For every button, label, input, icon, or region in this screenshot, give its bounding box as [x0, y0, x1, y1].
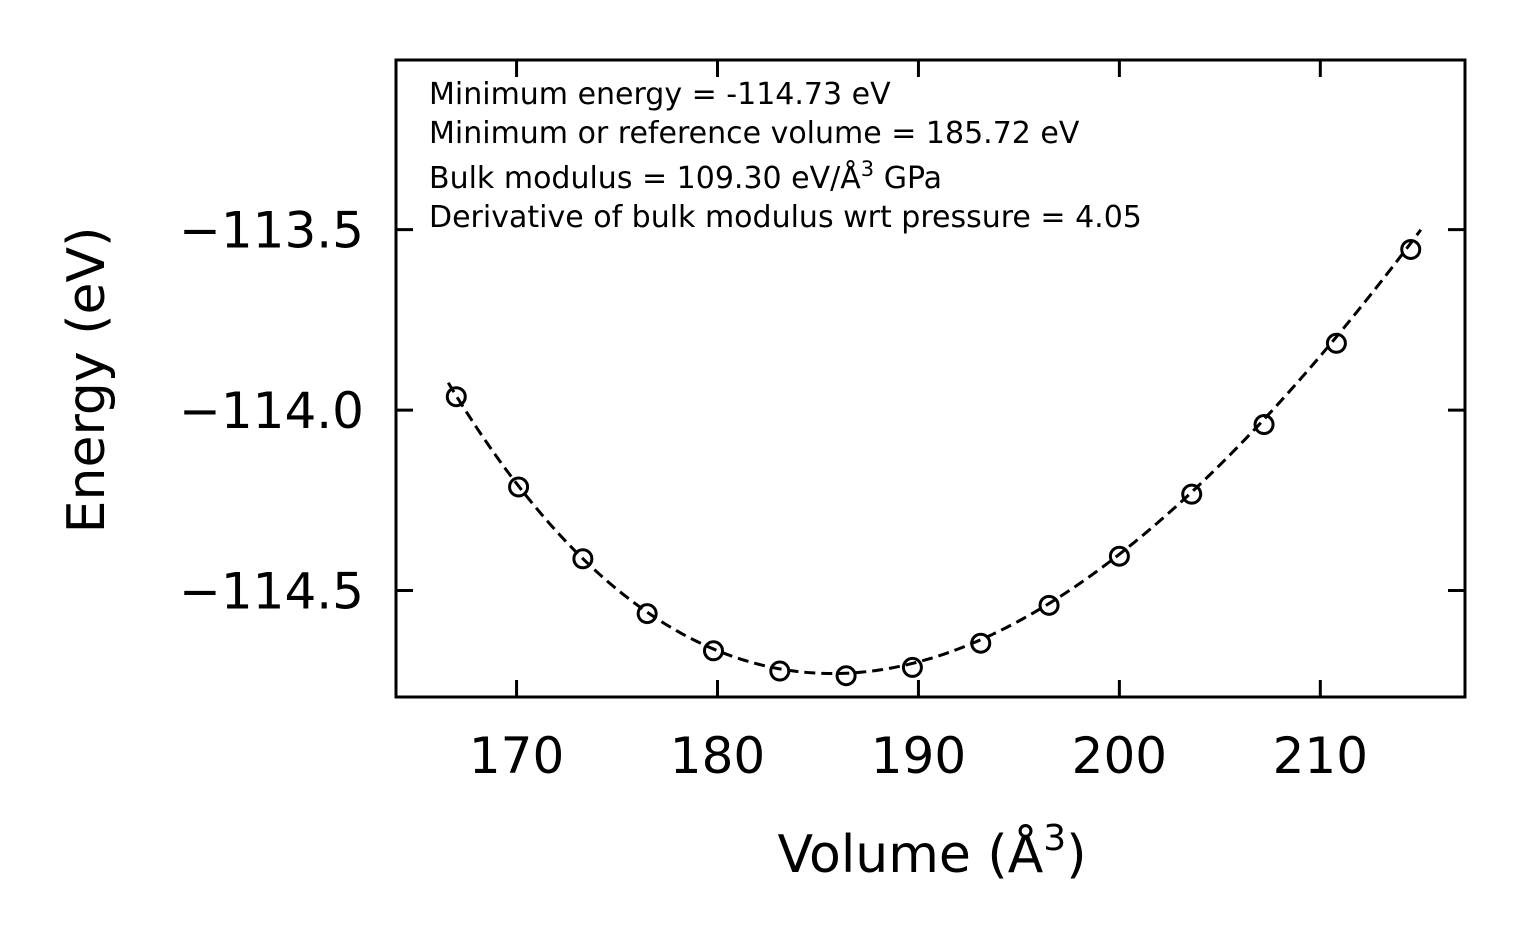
y-tick-label: −113.5 — [179, 202, 364, 260]
y-ticks: −113.5 −114.0 −114.5 — [179, 202, 1465, 621]
x-axis-label-sup: 3 — [1043, 818, 1066, 859]
data-point — [835, 665, 857, 687]
fit-curve-group — [446, 228, 1422, 676]
x-tick-label: 210 — [1273, 727, 1368, 785]
data-point — [1181, 483, 1203, 505]
data-point — [445, 386, 467, 408]
data-point — [702, 640, 724, 662]
data-point — [1253, 414, 1275, 436]
x-tick-label: 190 — [871, 727, 966, 785]
plot-frame — [394, 58, 1467, 699]
annotation-min-energy: Minimum energy = -114.73 eV — [429, 77, 891, 112]
annotation-bulk-modulus-derivative: Derivative of bulk modulus wrt pressure … — [429, 200, 1142, 235]
data-point — [970, 632, 992, 654]
x-ticks: 170 180 190 200 210 — [469, 60, 1368, 785]
fit-curve — [446, 228, 1422, 676]
y-tick-label: −114.0 — [179, 382, 364, 440]
annotation-bulk-modulus-main: Bulk modulus = 109.30 eV/Å — [429, 160, 861, 196]
data-points-group — [445, 238, 1422, 687]
data-point — [769, 660, 791, 682]
annotation-bulk-modulus-sup: 3 — [861, 157, 874, 181]
y-tick-label: −114.5 — [179, 563, 364, 621]
data-point — [1400, 238, 1422, 260]
x-axis-label: Volume (Å3) — [778, 818, 1087, 885]
data-point — [901, 656, 923, 678]
data-point — [1038, 594, 1060, 616]
data-point — [572, 548, 594, 570]
annotation-min-volume: Minimum or reference volume = 185.72 eV — [429, 116, 1080, 151]
y-axis-label: Energy (eV) — [57, 227, 117, 534]
data-point — [1325, 332, 1347, 354]
data-point — [508, 476, 530, 498]
annotation-block: Minimum energy = -114.73 eV Minimum or r… — [429, 77, 1142, 235]
x-tick-label: 200 — [1072, 727, 1167, 785]
x-axis-label-end: ) — [1066, 825, 1086, 885]
data-point — [1108, 545, 1130, 567]
annotation-bulk-modulus-unit: GPa — [874, 161, 942, 196]
annotation-bulk-modulus: Bulk modulus = 109.30 eV/Å3 GPa — [429, 157, 942, 196]
x-tick-label: 170 — [469, 727, 564, 785]
data-point — [636, 603, 658, 625]
x-axis-label-main: Volume (Å — [778, 823, 1044, 885]
x-tick-label: 180 — [670, 727, 765, 785]
